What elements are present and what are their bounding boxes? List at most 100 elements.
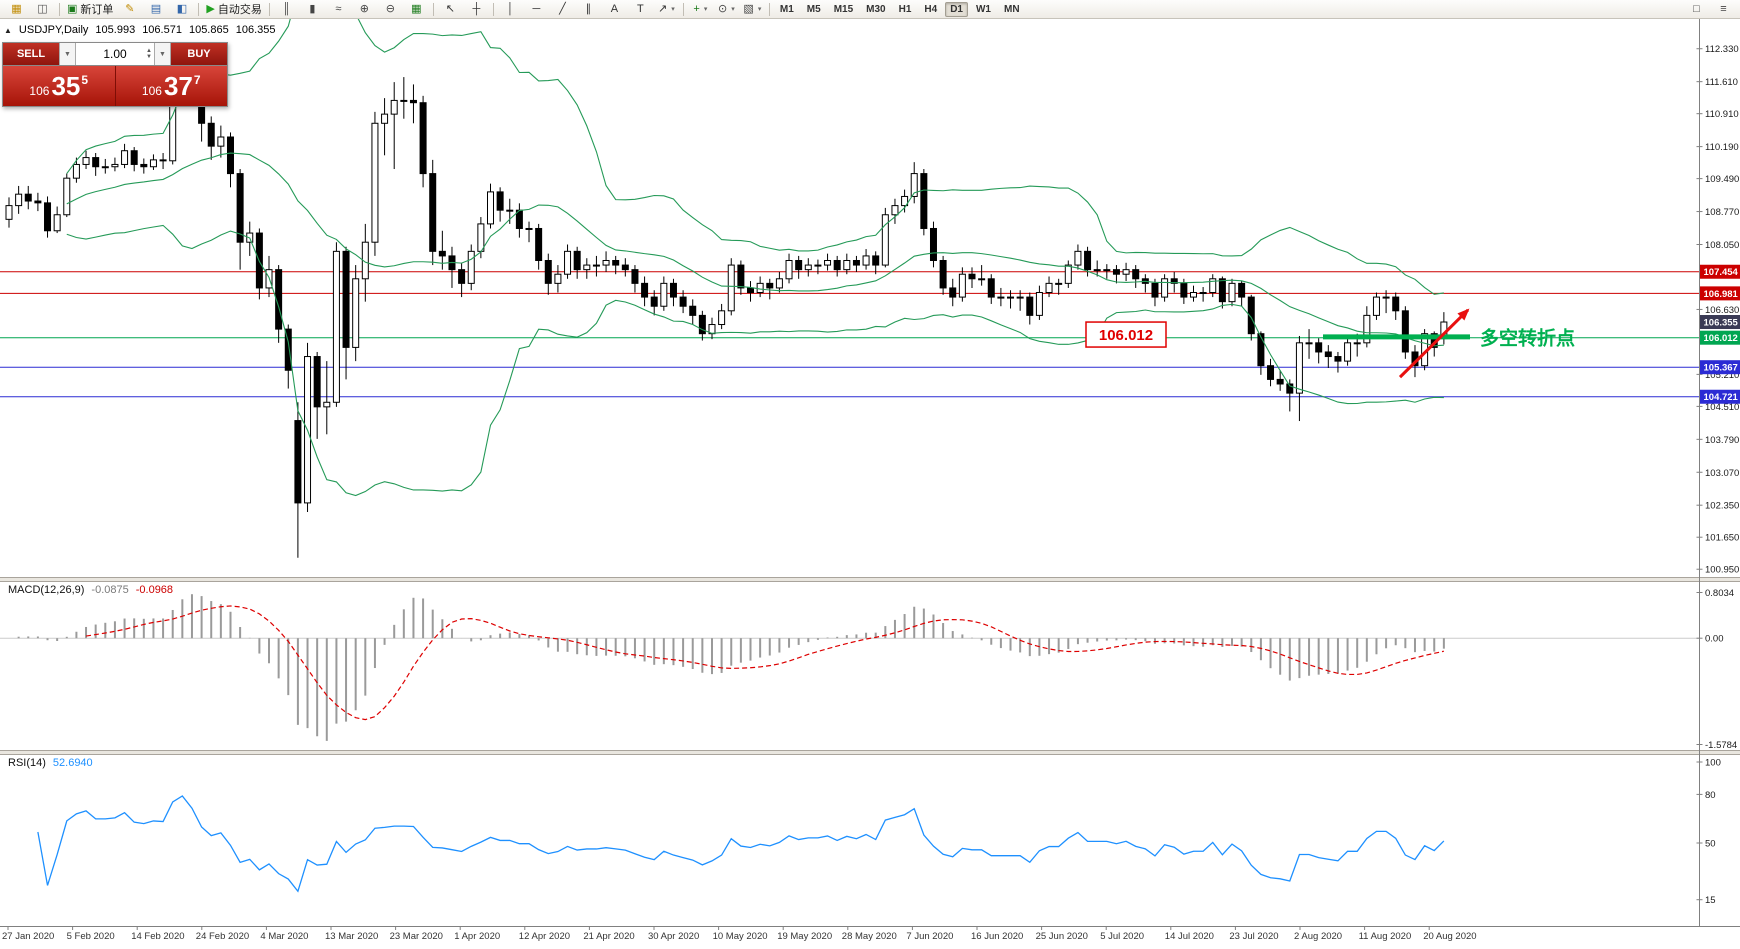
lot-spinner-down-icon[interactable]: ▼ bbox=[146, 54, 152, 60]
bars-chart-icon[interactable]: ║ bbox=[274, 1, 299, 18]
rsi-line bbox=[37, 795, 1445, 893]
metaeditor-icon[interactable]: ✎ bbox=[117, 1, 142, 18]
indicators-icon-dropdown[interactable]: ▾ bbox=[703, 6, 708, 13]
svg-text:30 Apr 2020: 30 Apr 2020 bbox=[648, 931, 699, 942]
svg-text:109.490: 109.490 bbox=[1705, 174, 1739, 185]
line-chart-icon[interactable]: ≈ bbox=[326, 1, 351, 18]
timeframe-h1[interactable]: H1 bbox=[898, 3, 912, 15]
profiles-icon: ◫ bbox=[37, 2, 48, 15]
menu-icon[interactable]: ≡ bbox=[1711, 1, 1736, 18]
buy-price-big: 37 bbox=[163, 71, 193, 101]
candles-chart-icon[interactable]: ▮ bbox=[300, 1, 325, 18]
periods-icon[interactable]: ⊙ ▾ bbox=[714, 1, 739, 18]
svg-text:100: 100 bbox=[1705, 758, 1721, 769]
price-tag bbox=[1700, 315, 1740, 330]
macd-signal-value: -0.0968 bbox=[135, 584, 174, 596]
line-chart-icon: ≈ bbox=[335, 2, 342, 15]
window-icon[interactable]: □ bbox=[1684, 1, 1709, 18]
vertical-line-icon[interactable]: │ bbox=[498, 1, 523, 18]
toolbar-separator bbox=[268, 2, 270, 16]
sell-dropdown-icon[interactable]: ▼ bbox=[59, 43, 76, 65]
panel-separator[interactable] bbox=[0, 750, 1740, 755]
buy-button[interactable]: BUY bbox=[171, 43, 227, 65]
svg-text:0.00: 0.00 bbox=[1705, 634, 1724, 645]
timeframe-mn[interactable]: MN bbox=[1003, 3, 1020, 15]
timeframe-w1[interactable]: W1 bbox=[975, 3, 991, 15]
timeframe-m5[interactable]: M5 bbox=[806, 3, 821, 15]
templates-icon[interactable]: ▧ ▾ bbox=[740, 1, 765, 18]
rsi-name: RSI(14) bbox=[8, 757, 46, 769]
arrows-icon[interactable]: ↗ ▾ bbox=[654, 1, 679, 18]
price-callout-box bbox=[1085, 321, 1167, 348]
svg-text:110.910: 110.910 bbox=[1705, 109, 1739, 120]
cursor-icon[interactable]: ↖ bbox=[438, 1, 463, 18]
strategy-tester-icon[interactable]: ◧ bbox=[169, 1, 194, 18]
new-order-button[interactable]: ▣ 新订单 bbox=[64, 1, 116, 18]
horizontal-level-lines[interactable] bbox=[0, 271, 1700, 398]
macd-main-value: -0.0875 bbox=[91, 584, 129, 596]
timeframe-m15[interactable]: M15 bbox=[833, 3, 854, 15]
charts-icon[interactable]: ▦ bbox=[4, 1, 29, 18]
timeframe-m1[interactable]: M1 bbox=[779, 3, 794, 15]
buy-price-sup: 7 bbox=[193, 73, 201, 87]
periods-icon-dropdown[interactable]: ▾ bbox=[731, 6, 735, 13]
sell-price-sup: 5 bbox=[81, 73, 89, 87]
lot-size-value: 1.00 bbox=[103, 47, 127, 61]
crosshair-icon: ┼ bbox=[472, 2, 481, 15]
toolbar-separator bbox=[768, 2, 770, 16]
svg-text:106.355: 106.355 bbox=[1704, 318, 1739, 329]
templates-icon-dropdown[interactable]: ▾ bbox=[757, 6, 762, 13]
buy-dropdown-icon[interactable]: ▼ bbox=[154, 43, 171, 65]
vertical-line-icon: │ bbox=[506, 2, 514, 15]
toolbar-separator bbox=[432, 2, 434, 16]
svg-text:25 Jun 2020: 25 Jun 2020 bbox=[1036, 931, 1088, 942]
svg-text:2 Aug 2020: 2 Aug 2020 bbox=[1294, 931, 1342, 942]
panel-collapse-toggle-icon[interactable]: ▲ bbox=[4, 25, 12, 35]
panel-separator[interactable] bbox=[0, 577, 1740, 582]
zoom-in-icon[interactable]: ⊕ bbox=[352, 1, 377, 18]
timeframe-m30[interactable]: M30 bbox=[866, 3, 886, 15]
svg-text:11 Aug 2020: 11 Aug 2020 bbox=[1359, 931, 1412, 942]
sell-button[interactable]: SELL bbox=[3, 43, 59, 65]
timeframe-d1[interactable]: D1 bbox=[945, 1, 968, 17]
horizontal-line-icon[interactable]: ─ bbox=[524, 1, 549, 18]
quote-high: 106.571 bbox=[142, 24, 182, 36]
autotrading-button[interactable]: ▶ 自动交易 bbox=[203, 1, 264, 18]
indicators-icon: + bbox=[693, 2, 700, 15]
svg-text:106.012: 106.012 bbox=[1704, 333, 1738, 344]
svg-text:107.454: 107.454 bbox=[1704, 267, 1739, 278]
arrows-icon-dropdown[interactable]: ▾ bbox=[671, 6, 675, 13]
profiles-icon[interactable]: ◫ bbox=[30, 1, 55, 18]
time-axis[interactable]: 27 Jan 2020 5 Feb 2020 14 Feb 2020 24 Feb 2… bbox=[2, 926, 1477, 942]
svg-text:7 Jun 2020: 7 Jun 2020 bbox=[906, 931, 953, 942]
svg-text:105.367: 105.367 bbox=[1704, 363, 1738, 374]
channel-icon[interactable]: ∥ bbox=[576, 1, 601, 18]
text-icon[interactable]: A bbox=[602, 1, 627, 18]
toolbar-separator bbox=[492, 2, 494, 16]
tile-windows-icon: ▦ bbox=[411, 2, 422, 15]
svg-text:110.190: 110.190 bbox=[1705, 142, 1739, 153]
lot-spinner-up-icon[interactable]: ▲ bbox=[146, 48, 152, 54]
trendline-icon[interactable]: ╱ bbox=[550, 1, 575, 18]
sell-price-button[interactable]: 106 35 5 bbox=[3, 66, 116, 106]
svg-text:16 Jun 2020: 16 Jun 2020 bbox=[971, 931, 1023, 942]
label-icon[interactable]: T bbox=[628, 1, 653, 18]
macd-name: MACD(12,26,9) bbox=[8, 584, 85, 596]
tile-windows-icon[interactable]: ▦ bbox=[404, 1, 429, 18]
crosshair-icon[interactable]: ┼ bbox=[464, 1, 489, 18]
indicators-icon[interactable]: + ▾ bbox=[688, 1, 713, 18]
window-icon: □ bbox=[1693, 2, 1700, 15]
new-order-button: ▣ bbox=[67, 2, 78, 15]
lot-spinner[interactable]: ▲ ▼ bbox=[146, 44, 152, 64]
annotations-layer[interactable]: 106.012 多空转折点 bbox=[1085, 308, 1575, 379]
svg-text:108.050: 108.050 bbox=[1705, 240, 1739, 251]
timeframe-h4[interactable]: H4 bbox=[924, 3, 938, 15]
price-axis[interactable]: 112.330 111.610 110.910 110.190 109.490 108.7… bbox=[1696, 44, 1740, 576]
lot-size-input[interactable]: 1.00 ▲ ▼ bbox=[76, 43, 154, 65]
new-order-button-label: 新订单 bbox=[80, 4, 114, 16]
svg-text:10 May 2020: 10 May 2020 bbox=[713, 931, 768, 942]
zoom-out-icon[interactable]: ⊖ bbox=[378, 1, 403, 18]
terminal-icon[interactable]: ▤ bbox=[143, 1, 168, 18]
buy-price-button[interactable]: 106 37 7 bbox=[115, 66, 227, 106]
